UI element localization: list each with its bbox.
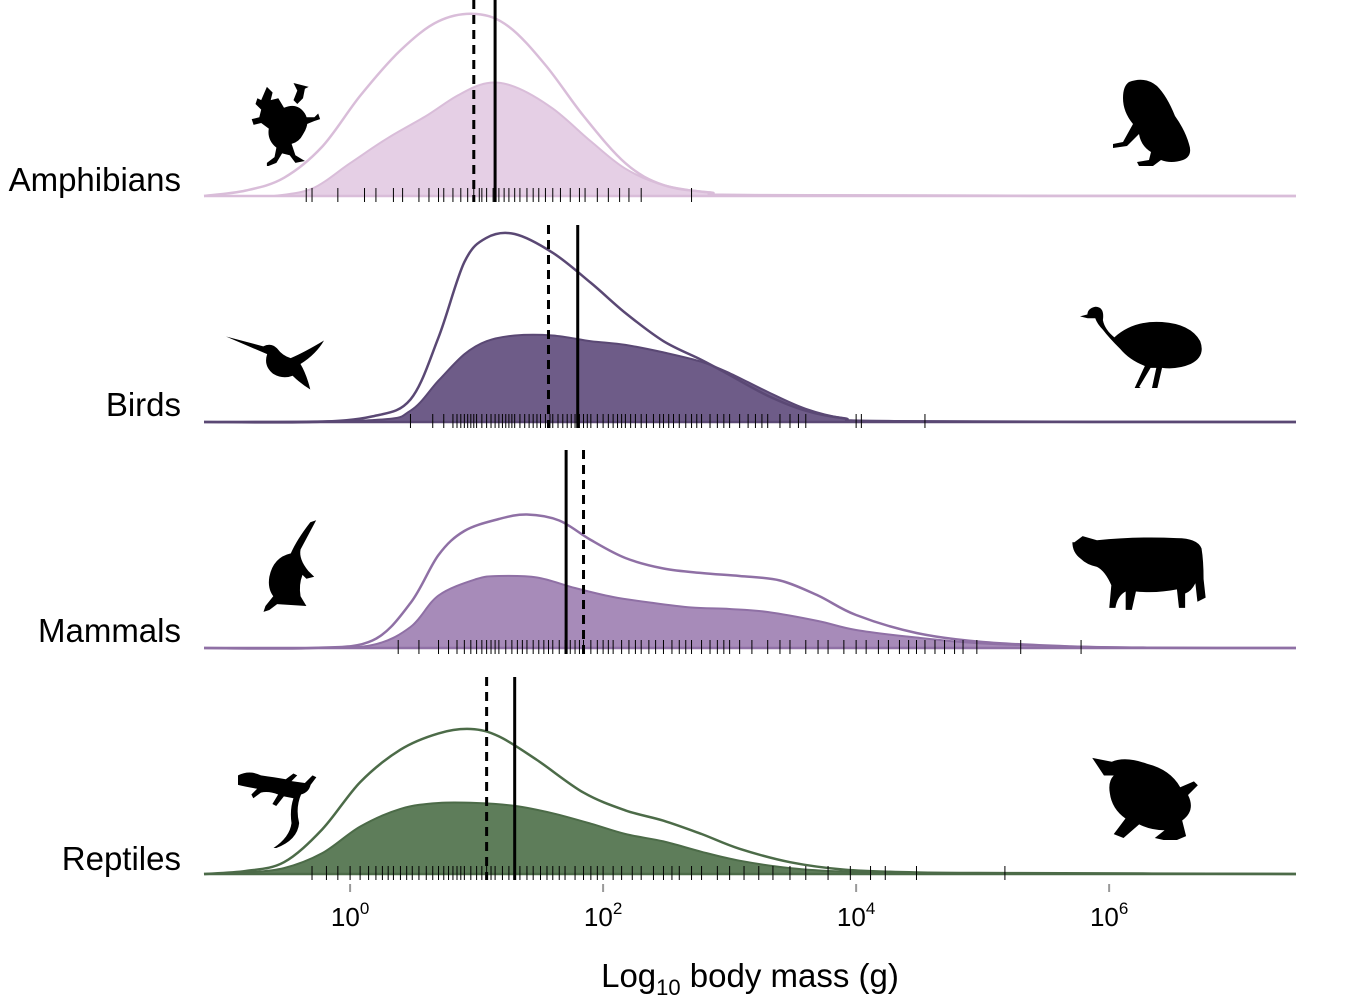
density-outline-birds xyxy=(203,231,1297,424)
rug-amphibians xyxy=(305,188,693,202)
x-tick-label: 106 xyxy=(1090,899,1128,932)
density-outline-reptiles xyxy=(203,727,1297,876)
toad-icon xyxy=(1113,79,1191,166)
x-axis: 100 102 104 106 xyxy=(331,884,1128,932)
emu-icon xyxy=(1080,306,1202,388)
x-tick-label: 104 xyxy=(837,899,875,932)
rug-reptiles xyxy=(311,866,1006,880)
ridge-reptiles xyxy=(203,677,1297,880)
hummingbird-icon xyxy=(226,336,324,390)
frog-icon xyxy=(251,83,321,166)
rug-mammals xyxy=(397,640,1082,654)
lizard-icon xyxy=(238,772,317,848)
cow-icon xyxy=(1072,536,1206,610)
row-label-mammals: Mammals xyxy=(38,612,181,649)
ridge-birds xyxy=(203,225,1297,428)
x-axis-label: Log10 body mass (g) xyxy=(601,957,899,996)
ridges-layer xyxy=(203,0,1297,880)
x-tick-label: 102 xyxy=(584,899,622,932)
rug-birds xyxy=(409,414,926,428)
row-label-amphibians: Amphibians xyxy=(9,161,181,198)
row-label-birds: Birds xyxy=(106,386,181,423)
x-tick-label: 100 xyxy=(331,899,369,932)
ridge-mammals xyxy=(203,450,1297,654)
anteater-icon xyxy=(263,520,317,612)
ridge-amphibians xyxy=(203,0,1297,202)
sea-turtle-icon xyxy=(1092,757,1198,840)
row-label-reptiles: Reptiles xyxy=(62,840,181,877)
density-outline-mammals xyxy=(203,513,1297,650)
